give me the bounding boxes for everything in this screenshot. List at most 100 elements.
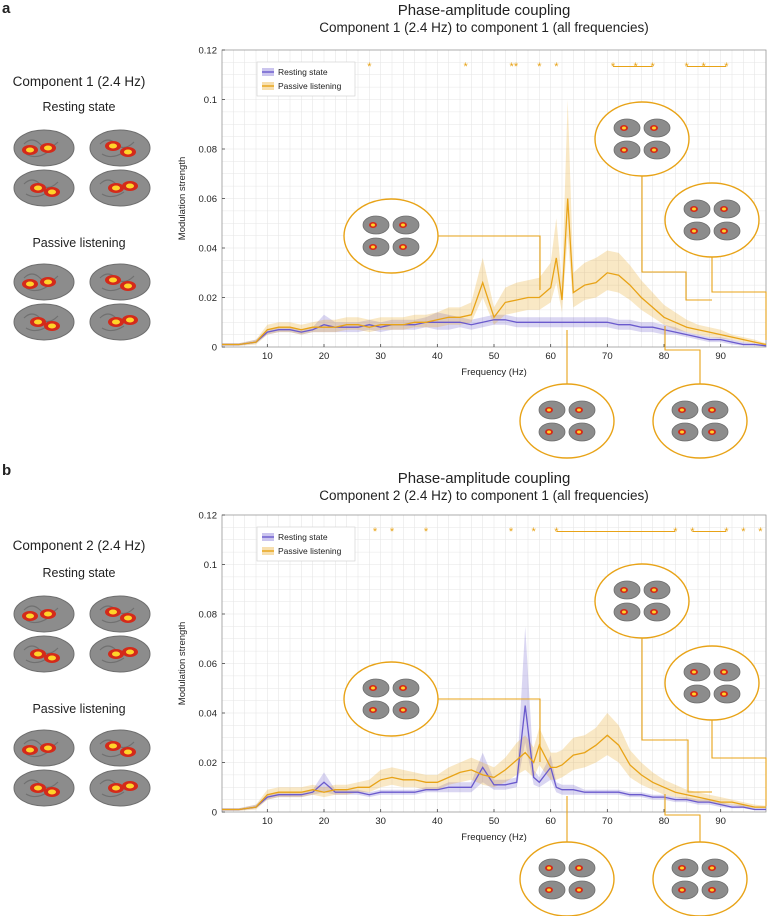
significance-star: * bbox=[690, 526, 695, 538]
brain-hemisphere bbox=[89, 769, 151, 807]
inset-activation-core bbox=[680, 866, 684, 870]
activation-core bbox=[34, 651, 42, 657]
y-tick-label: 0.04 bbox=[199, 709, 218, 720]
y-tick-label: 0.08 bbox=[199, 610, 218, 621]
condition-label-resting: Resting state bbox=[42, 100, 116, 114]
inset-activation-core bbox=[622, 588, 626, 592]
inset-connector bbox=[641, 176, 712, 301]
chart-subtitle: Component 2 (2.4 Hz) to component 1 (all… bbox=[319, 488, 649, 503]
y-axis-label: Modulation strength bbox=[177, 622, 188, 705]
brain-hemisphere bbox=[89, 595, 151, 633]
brain-hemisphere bbox=[13, 635, 75, 673]
significance-star: * bbox=[390, 526, 395, 538]
condition-label-passive: Passive listening bbox=[32, 702, 126, 716]
chart-title: Phase-amplitude coupling bbox=[397, 470, 571, 487]
activation-core bbox=[44, 611, 52, 617]
inset-connector bbox=[711, 257, 767, 340]
inset-connector bbox=[664, 794, 701, 842]
activation-core bbox=[44, 145, 52, 151]
y-tick-label: 0 bbox=[212, 343, 217, 354]
panel-b: b Phase-amplitude coupling Component 2 (… bbox=[0, 462, 768, 916]
activation-core bbox=[109, 743, 117, 749]
inset-connector bbox=[711, 720, 767, 806]
significance-star: * bbox=[464, 61, 469, 73]
y-tick-label: 0.06 bbox=[199, 659, 218, 670]
brain-hemisphere bbox=[89, 635, 151, 673]
inset-circle bbox=[594, 101, 690, 177]
significance-star: ** bbox=[510, 61, 519, 73]
inset-circle bbox=[343, 198, 439, 274]
activation-core bbox=[124, 615, 132, 621]
brain-sulcus bbox=[25, 751, 49, 758]
activation-core bbox=[26, 747, 34, 753]
x-tick-label: 20 bbox=[319, 351, 330, 362]
activation-core bbox=[44, 279, 52, 285]
activation-core bbox=[124, 749, 132, 755]
inset-activation-core bbox=[622, 126, 626, 130]
brain-maps-passive bbox=[13, 729, 151, 807]
significance-star: * bbox=[724, 61, 729, 73]
activation-core bbox=[112, 651, 120, 657]
series-line-passive bbox=[222, 198, 767, 346]
activation-core bbox=[48, 189, 56, 195]
inset-activation-core bbox=[401, 686, 405, 690]
significance-star: * bbox=[685, 61, 690, 73]
brain-hemisphere bbox=[89, 129, 151, 167]
activation-core bbox=[48, 655, 56, 661]
inset-connector bbox=[438, 235, 541, 290]
brain-sulcus bbox=[25, 151, 49, 158]
x-axis-label: Frequency (Hz) bbox=[461, 367, 526, 378]
inset-activation-core bbox=[622, 148, 626, 152]
significance-star: * bbox=[758, 526, 763, 538]
x-tick-label: 30 bbox=[375, 351, 386, 362]
activation-core bbox=[48, 323, 56, 329]
legend-label: Resting state bbox=[278, 67, 328, 77]
inset-activation-core bbox=[710, 408, 714, 412]
inset-activation-core bbox=[371, 245, 375, 249]
inset-connector bbox=[664, 326, 701, 384]
inset-activation-core bbox=[371, 223, 375, 227]
activation-core bbox=[34, 185, 42, 191]
significance-star: * bbox=[724, 526, 729, 538]
inset-activation-core bbox=[722, 207, 726, 211]
inset-activation-core bbox=[577, 888, 581, 892]
brain-hemisphere bbox=[13, 129, 75, 167]
inset-activation-core bbox=[722, 229, 726, 233]
brain-hemisphere bbox=[13, 769, 75, 807]
activation-core bbox=[126, 317, 134, 323]
significance-star: * bbox=[373, 526, 378, 538]
confidence-band-resting bbox=[222, 312, 766, 347]
chart-title: Phase-amplitude coupling bbox=[397, 2, 571, 19]
inset-activation-core bbox=[652, 588, 656, 592]
activation-core bbox=[109, 609, 117, 615]
brain-sulcus bbox=[101, 791, 125, 798]
inset-activation-core bbox=[692, 670, 696, 674]
x-tick-label: 40 bbox=[432, 816, 443, 827]
confidence-band-passive bbox=[222, 713, 766, 811]
activation-core bbox=[34, 785, 42, 791]
inset-activation-core bbox=[692, 229, 696, 233]
x-tick-label: 50 bbox=[489, 816, 500, 827]
significance-star: * bbox=[634, 61, 639, 73]
brain-hemisphere bbox=[13, 303, 75, 341]
significance-star: * bbox=[651, 61, 656, 73]
inset-activation-core bbox=[371, 686, 375, 690]
inset-activation-core bbox=[692, 207, 696, 211]
inset-activation-core bbox=[652, 610, 656, 614]
legend-label: Resting state bbox=[278, 532, 328, 542]
significance-star: * bbox=[554, 61, 559, 73]
inset-circle bbox=[652, 383, 748, 459]
x-tick-label: 30 bbox=[375, 816, 386, 827]
y-axis-label: Modulation strength bbox=[177, 157, 188, 240]
chart-subtitle: Component 1 (2.4 Hz) to component 1 (all… bbox=[319, 20, 649, 35]
brain-sulcus bbox=[101, 191, 125, 198]
condition-label-resting: Resting state bbox=[42, 566, 116, 580]
significance-star: * bbox=[741, 526, 746, 538]
y-tick-label: 0.12 bbox=[199, 511, 218, 522]
brain-maps-passive bbox=[13, 263, 151, 341]
significance-star: * bbox=[509, 526, 514, 538]
y-tick-label: 0.02 bbox=[199, 293, 218, 304]
inset-activation-core bbox=[710, 866, 714, 870]
inset-connector bbox=[438, 698, 541, 762]
activation-core bbox=[109, 277, 117, 283]
